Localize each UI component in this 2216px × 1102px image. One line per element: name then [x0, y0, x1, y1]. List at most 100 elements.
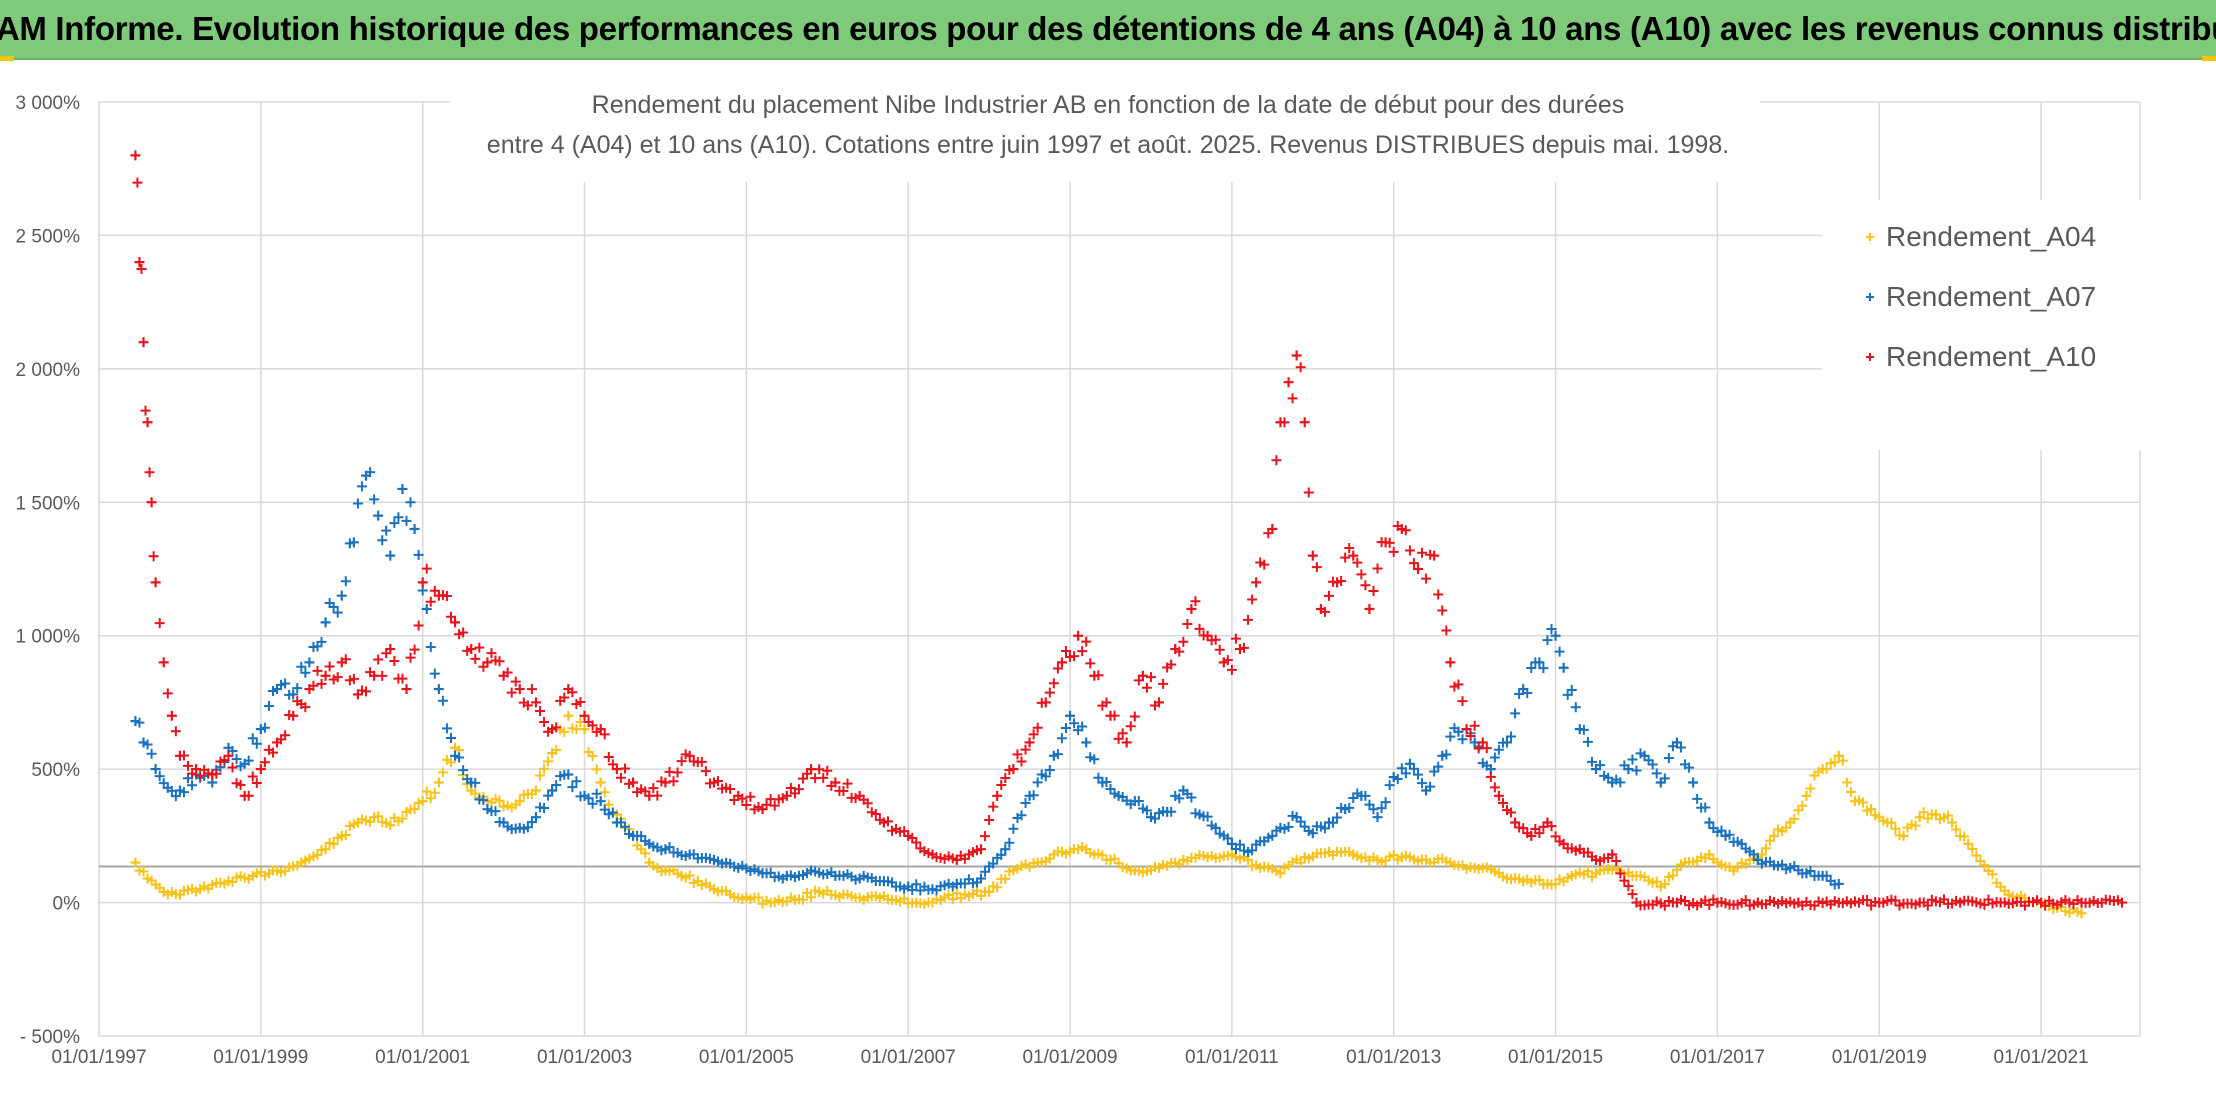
data-point	[1024, 737, 1035, 748]
data-point-fill	[818, 772, 829, 783]
data-point-fill	[1032, 777, 1043, 788]
data-point-fill	[235, 779, 246, 790]
data-point	[1550, 630, 1561, 641]
data-point	[1558, 662, 1569, 673]
data-point-fill	[502, 667, 513, 678]
data-point-fill	[1069, 718, 1080, 729]
data-point-fill	[446, 757, 457, 768]
x-tick-label: 01/01/2009	[1022, 1047, 1117, 1068]
data-point-fill	[377, 670, 388, 681]
data-point-fill	[352, 498, 363, 509]
data-point	[1963, 838, 1974, 849]
data-point-fill	[753, 892, 764, 903]
data-point-fill	[1481, 743, 1492, 754]
data-point-fill	[1384, 780, 1395, 791]
data-point-fill	[1319, 823, 1330, 834]
data-point-fill	[1174, 793, 1185, 804]
data-point	[421, 604, 432, 615]
data-point-fill	[397, 673, 408, 684]
data-point-fill	[636, 831, 647, 842]
data-point-fill	[429, 668, 440, 679]
data-point-fill	[1805, 783, 1816, 794]
data-point-fill	[1659, 773, 1670, 784]
data-point-fill	[1433, 761, 1444, 772]
data-point-fill	[393, 512, 404, 523]
data-point-fill	[1615, 777, 1626, 788]
data-point-fill	[1129, 711, 1140, 722]
data-point-fill	[144, 467, 155, 478]
data-point-fill	[882, 816, 893, 827]
x-tick-label: 01/01/2015	[1508, 1047, 1603, 1068]
data-point-fill	[1044, 687, 1055, 698]
data-point-fill	[1012, 749, 1023, 760]
data-point-fill	[328, 602, 339, 613]
chart-area: - 500% 0% 500% 1 000% 1 500% 2 000% 2 500% 3 00…	[16, 90, 2142, 1068]
data-point-fill	[543, 790, 554, 801]
data-point-fill	[1457, 696, 1468, 707]
data-point-fill	[587, 798, 598, 809]
data-point-fill	[1445, 731, 1456, 742]
data-point-fill	[587, 751, 598, 762]
data-point-fill	[506, 687, 517, 698]
data-point-fill	[1182, 619, 1193, 630]
data-point-fill	[1243, 614, 1254, 625]
data-point-fill	[1077, 646, 1088, 657]
data-point-fill	[243, 755, 254, 766]
data-point-fill	[1566, 685, 1577, 696]
data-point-fill	[1910, 820, 1921, 831]
data-point	[530, 785, 541, 796]
x-tick-label: 01/01/2019	[1832, 1047, 1927, 1068]
data-point	[138, 337, 149, 348]
data-point-fill	[648, 783, 659, 794]
x-axis: 01/01/1997 01/01/1999 01/01/2001 01/01/2003…	[51, 1047, 2088, 1068]
data-point-fill	[409, 644, 420, 655]
y-axis: - 500% 0% 500% 1 000% 1 500% 2 000% 2 500% 3 00…	[16, 93, 81, 1048]
data-point-fill	[1546, 623, 1557, 634]
data-point-fill	[1526, 662, 1537, 673]
data-point-fill	[425, 642, 436, 653]
data-point	[433, 777, 444, 788]
data-point-fill	[1267, 830, 1278, 841]
data-point	[409, 523, 420, 534]
data-point-fill	[1360, 790, 1371, 801]
data-point-fill	[870, 808, 881, 819]
data-point-fill	[1332, 812, 1343, 823]
data-point-fill	[178, 787, 189, 798]
data-point-fill	[1647, 759, 1658, 770]
data-point-fill	[405, 652, 416, 663]
data-point	[1704, 817, 1715, 828]
data-point	[1251, 577, 1262, 588]
data-point	[628, 777, 639, 788]
data-point-fill	[409, 803, 420, 814]
x-tick-label: 01/01/2003	[537, 1047, 632, 1068]
data-point-fill	[1048, 678, 1059, 689]
data-point	[417, 796, 428, 807]
data-point-fill	[1032, 722, 1043, 733]
data-point	[2117, 897, 2127, 908]
data-point-fill	[1052, 749, 1063, 760]
data-point	[992, 790, 1003, 801]
data-point-fill	[1821, 870, 1832, 881]
data-point	[684, 750, 695, 761]
data-point-fill	[1493, 744, 1504, 755]
data-point-fill	[535, 770, 546, 781]
data-point-fill	[1457, 734, 1468, 745]
data-point-fill	[1417, 778, 1428, 789]
data-point-fill	[1797, 800, 1808, 811]
data-point	[1307, 828, 1318, 839]
data-point-fill	[1979, 899, 1990, 910]
data-point-fill	[1384, 537, 1395, 548]
data-point-fill	[183, 760, 194, 771]
data-point-fill	[458, 765, 469, 776]
data-point-fill	[676, 756, 687, 767]
data-point-fill	[263, 701, 274, 712]
data-point-fill	[446, 611, 457, 622]
data-point-fill	[494, 795, 505, 806]
data-point-fill	[591, 788, 602, 799]
data-point-fill	[1959, 831, 1970, 842]
data-point-fill	[389, 655, 400, 666]
data-point-fill	[138, 866, 149, 877]
data-point-fill	[713, 776, 724, 787]
data-point-fill	[490, 806, 501, 817]
data-point-fill	[1352, 557, 1363, 568]
